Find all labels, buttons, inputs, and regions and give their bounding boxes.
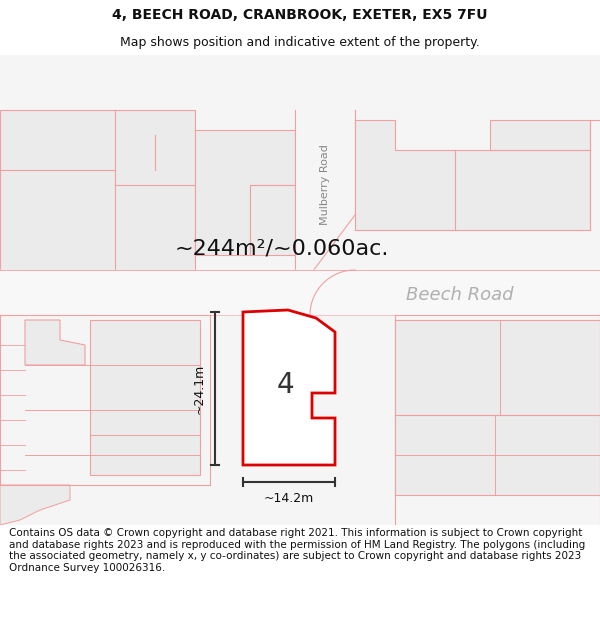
Bar xyxy=(395,415,600,495)
Text: ~14.2m: ~14.2m xyxy=(264,492,314,506)
Bar xyxy=(490,120,590,150)
Polygon shape xyxy=(355,120,590,230)
Polygon shape xyxy=(0,110,195,270)
Polygon shape xyxy=(295,110,355,285)
Text: Map shows position and indicative extent of the property.: Map shows position and indicative extent… xyxy=(120,36,480,49)
Text: ~24.1m: ~24.1m xyxy=(193,363,205,414)
Text: ~244m²/~0.060ac.: ~244m²/~0.060ac. xyxy=(175,238,389,258)
Text: 4, BEECH ROAD, CRANBROOK, EXETER, EX5 7FU: 4, BEECH ROAD, CRANBROOK, EXETER, EX5 7F… xyxy=(112,8,488,22)
Text: Beech Road: Beech Road xyxy=(406,286,514,304)
Bar xyxy=(250,185,295,255)
Polygon shape xyxy=(0,485,70,525)
Polygon shape xyxy=(195,130,295,255)
Bar xyxy=(90,320,200,475)
Text: Mulberry Road: Mulberry Road xyxy=(320,144,330,226)
Bar xyxy=(395,320,600,415)
Text: 4: 4 xyxy=(276,371,294,399)
Text: Contains OS data © Crown copyright and database right 2021. This information is : Contains OS data © Crown copyright and d… xyxy=(9,528,585,572)
Polygon shape xyxy=(243,310,335,465)
Polygon shape xyxy=(25,320,85,365)
